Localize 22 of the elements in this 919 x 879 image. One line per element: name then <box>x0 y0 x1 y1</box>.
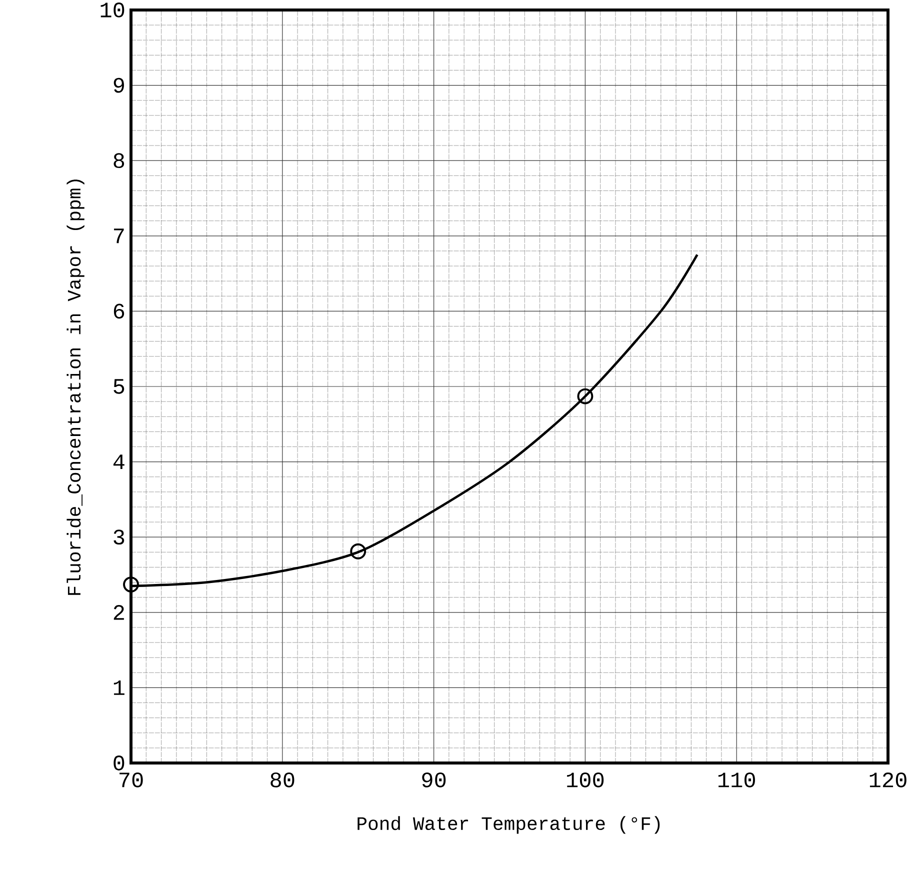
y-tick-label: 5 <box>114 379 124 394</box>
x-tick-label: 120 <box>870 772 906 788</box>
y-tick-label: 8 <box>114 153 124 168</box>
x-tick-label: 100 <box>567 772 604 788</box>
x-tick-label: 90 <box>422 772 446 788</box>
y-tick-label: 1 <box>114 680 124 695</box>
x-axis-title: Pond Water Temperature (°F) <box>358 816 660 834</box>
y-tick-label: 9 <box>114 78 124 93</box>
point <box>123 576 139 593</box>
y-tick-label: 2 <box>114 605 124 620</box>
x-tick-label: 80 <box>270 772 294 788</box>
y-tick-label: 3 <box>114 530 124 545</box>
y-tick-label: 6 <box>114 304 124 319</box>
x-tick-label: 70 <box>120 772 143 788</box>
point <box>350 543 366 560</box>
y-tick-label: 7 <box>114 228 124 244</box>
y-tick-label: 4 <box>113 454 124 470</box>
y-tick-label: 10 <box>100 2 124 18</box>
y-axis-title: Fluoride_Concentration in Vapor (ppm) <box>66 180 84 595</box>
point <box>577 388 594 404</box>
y-tick-label: 0 <box>114 756 124 770</box>
x-tick-label: 110 <box>718 772 755 788</box>
